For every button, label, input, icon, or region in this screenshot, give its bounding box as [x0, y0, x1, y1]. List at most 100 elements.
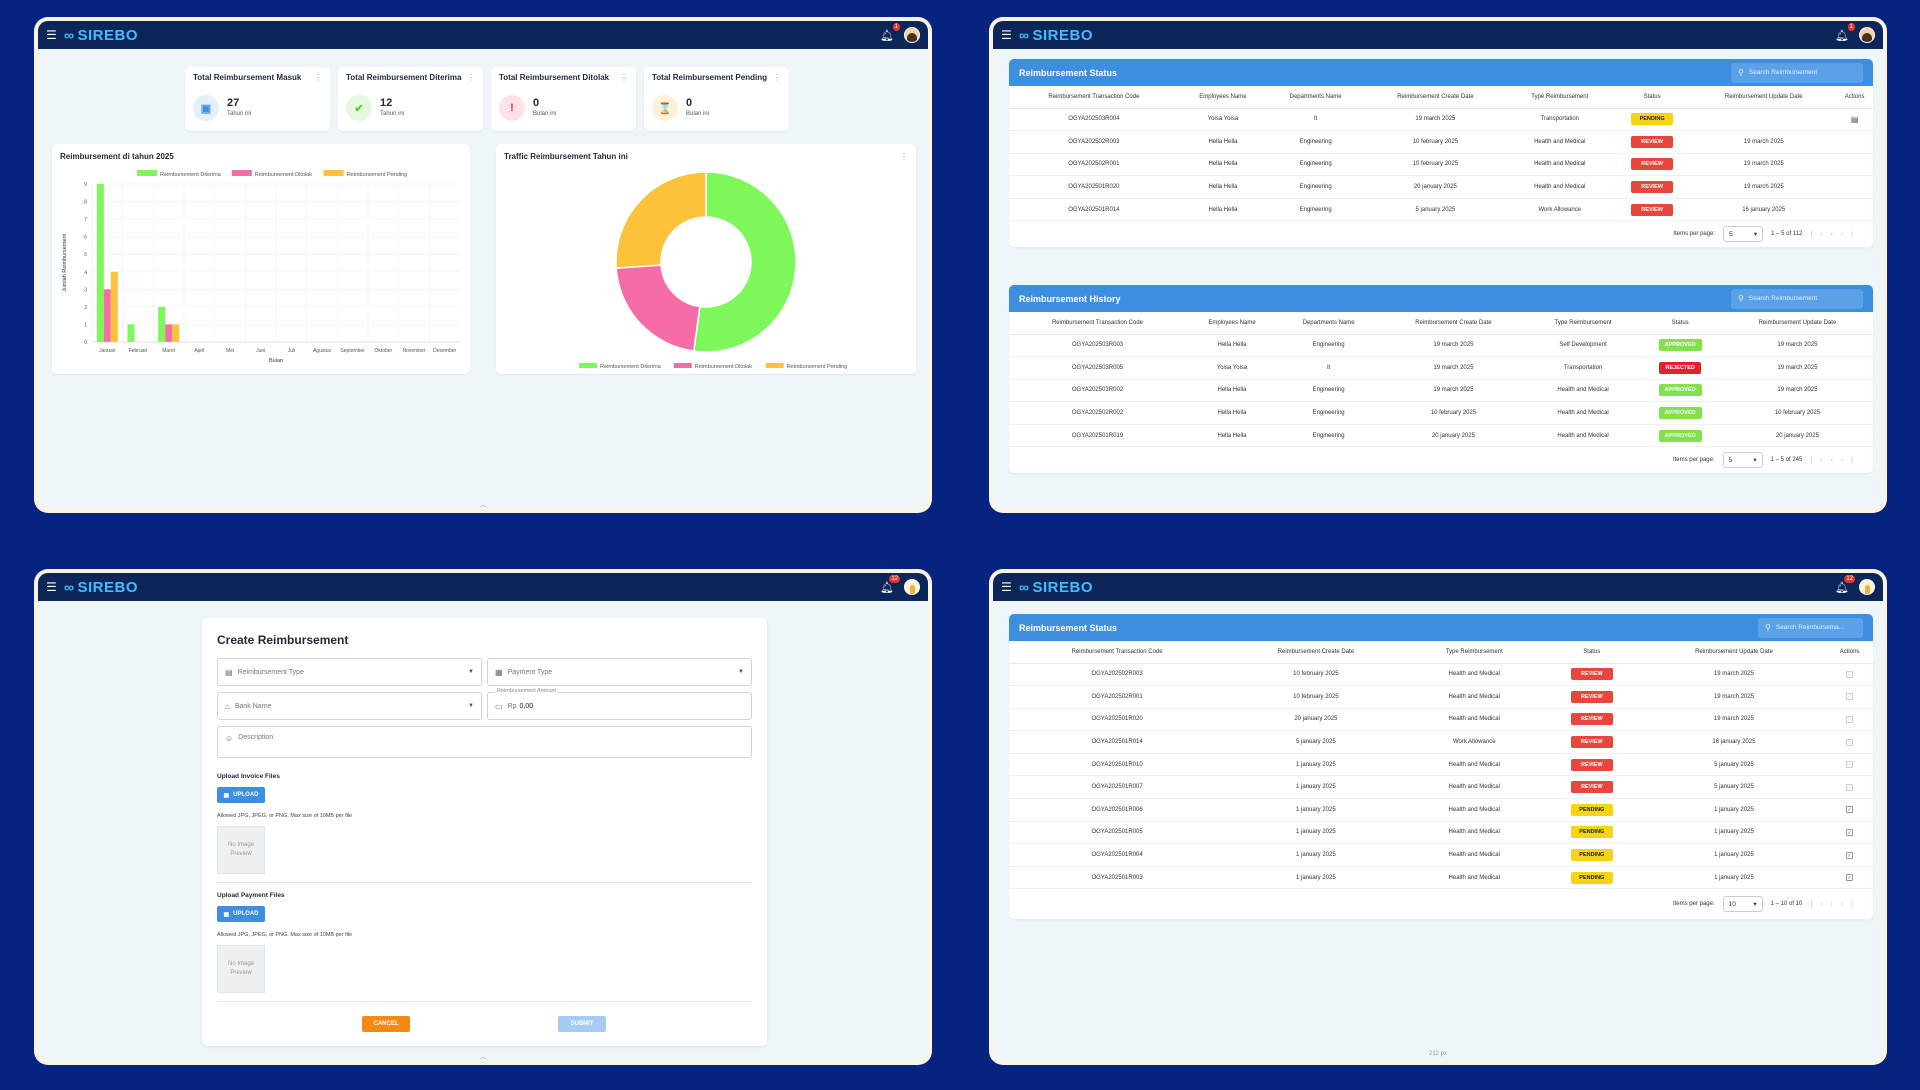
column-header[interactable]: Reimbursement Transaction Code — [1009, 641, 1226, 664]
edit-checkbox-icon[interactable]: ✓ — [1846, 851, 1854, 859]
bar[interactable] — [103, 289, 111, 342]
employee-search-input[interactable]: ⚲ Search Reimbursema... — [1758, 617, 1863, 638]
column-header[interactable]: Employees Name — [1178, 86, 1268, 109]
legend-swatch[interactable] — [579, 363, 597, 368]
bar[interactable] — [172, 324, 180, 342]
brand-logo[interactable]: ∞ SIREBO — [1019, 578, 1093, 596]
column-header[interactable]: Status — [1541, 641, 1642, 664]
table-row[interactable]: OGYA202501R005 1 january 2025 Health and M… — [1009, 821, 1873, 845]
edit-document-icon[interactable]: ▤ — [1850, 114, 1859, 124]
donut-slice[interactable] — [692, 171, 797, 353]
column-header[interactable]: Departments Name — [1278, 312, 1380, 335]
brand-logo[interactable]: ∞ SIREBO — [1019, 26, 1093, 44]
table-row[interactable]: OGYA202501R003 1 january 2025 Health and M… — [1009, 866, 1873, 890]
edit-checkbox-icon[interactable]: ✓ — [1846, 874, 1854, 882]
notification-bell-icon[interactable]: 🔔︎ 12 — [880, 574, 900, 594]
payment-type-select[interactable]: ▦ Payment Type ▼ — [487, 658, 752, 686]
legend-swatch[interactable] — [673, 363, 692, 368]
legend-label[interactable]: Reimbursement Ditolak — [695, 364, 752, 370]
user-avatar[interactable] — [1859, 27, 1875, 43]
column-header[interactable]: Status — [1638, 312, 1722, 335]
bar[interactable] — [165, 324, 173, 342]
donut-slice[interactable] — [615, 171, 707, 269]
table-row[interactable]: OGYA202501R020 20 january 2025 Health and … — [1009, 708, 1873, 732]
upload-payment-button[interactable]: ▣ UPLOAD — [217, 906, 265, 922]
submit-button[interactable]: SUBMIT — [558, 1016, 606, 1032]
pagination-nav[interactable]: |‹‹›| — [1810, 900, 1861, 908]
legend-label[interactable]: Reimbursement Ditolak — [255, 172, 312, 178]
kebab-menu-icon[interactable]: ⋮ — [773, 73, 781, 82]
kebab-menu-icon[interactable]: ⋮ — [900, 152, 908, 161]
bank-name-select[interactable]: ⌂ Bank Name ▼ — [217, 692, 482, 720]
scroll-handle-icon[interactable]: ︿ — [479, 503, 487, 509]
table-row[interactable]: OGYA202501R020 Hella Hella Engineering 20 j… — [1009, 175, 1873, 199]
menu-icon[interactable]: ☰ — [46, 580, 57, 594]
bar[interactable] — [110, 271, 118, 342]
table-row[interactable]: OGYA202503R004 Yoisa Yoisa It 19 march 2025… — [1009, 108, 1873, 132]
table-row[interactable]: OGYA202501R010 1 january 2025 Health and M… — [1009, 753, 1873, 777]
column-header[interactable]: Actions — [1836, 86, 1873, 109]
column-header[interactable]: Reimbursement Transaction Code — [1009, 312, 1186, 335]
bar[interactable] — [127, 324, 135, 342]
column-header[interactable]: Status — [1612, 86, 1692, 109]
notification-bell-icon[interactable]: 🔔︎ 1 — [1835, 22, 1855, 42]
kebab-menu-icon[interactable]: ⋮ — [314, 73, 322, 82]
table-row[interactable]: OGYA202503R002 Hella Hella Engineering 19 m… — [1009, 379, 1873, 403]
table-row[interactable]: OGYA202501R014 5 january 2025 Work Allowan… — [1009, 730, 1873, 754]
column-header[interactable]: Reimbursement Create Date — [1379, 312, 1528, 335]
column-header[interactable]: Reimbursement Update Date — [1691, 86, 1837, 109]
reimbursement-type-select[interactable]: ▤ Reimbursement Type ▼ — [217, 658, 482, 686]
column-header[interactable]: Reimbursement Create Date — [1364, 86, 1507, 109]
items-per-page-select[interactable]: 5 ▾ — [1723, 226, 1764, 243]
upload-invoice-button[interactable]: ▣ UPLOAD — [217, 787, 265, 803]
edit-checkbox-icon[interactable]: ✓ — [1846, 828, 1854, 836]
column-header[interactable]: Reimbursement Transaction Code — [1009, 86, 1179, 109]
column-header[interactable]: Employees Name — [1185, 312, 1279, 335]
column-header[interactable]: Type Reimbursement — [1527, 312, 1639, 335]
table-row[interactable]: OGYA202502R003 Hella Hella Engineering 10 f… — [1009, 130, 1873, 154]
pagination-nav[interactable]: |‹‹›| — [1810, 456, 1861, 464]
column-header[interactable]: Actions — [1826, 641, 1873, 664]
user-avatar[interactable] — [904, 579, 920, 595]
table-row[interactable]: OGYA202503R005 Yoisa Yoisa It 19 march 2025… — [1009, 356, 1873, 380]
column-header[interactable]: Type Reimbursement — [1506, 86, 1613, 109]
table-row[interactable]: OGYA202502R002 Hella Hella Engineering 10 f… — [1009, 401, 1873, 425]
items-per-page-select[interactable]: 10 ▾ — [1722, 896, 1763, 913]
donut-slice[interactable] — [615, 264, 701, 353]
table-row[interactable]: OGYA202501R006 1 january 2025 Health and M… — [1009, 798, 1873, 822]
legend-swatch[interactable] — [765, 363, 784, 368]
edit-checkbox-icon[interactable]: ✓ — [1846, 806, 1854, 814]
kebab-menu-icon[interactable]: ⋮ — [620, 73, 628, 82]
history-search-input[interactable]: ⚲ Search Reimbursement — [1731, 288, 1863, 309]
table-row[interactable]: OGYA202501R019 Hella Hella Engineering 20 j… — [1009, 424, 1873, 448]
menu-icon[interactable]: ☰ — [1001, 580, 1012, 594]
legend-swatch[interactable] — [231, 170, 252, 176]
user-avatar[interactable] — [904, 27, 920, 43]
notification-bell-icon[interactable]: 🔔︎ 1 — [880, 22, 900, 42]
table-row[interactable]: OGYA202502R001 10 february 2025 Health and… — [1009, 685, 1873, 709]
menu-icon[interactable]: ☰ — [46, 28, 57, 42]
bar[interactable] — [158, 306, 166, 342]
table-row[interactable]: OGYA202501R004 1 january 2025 Health and M… — [1009, 843, 1873, 867]
legend-label[interactable]: Reimbursement Pending — [347, 172, 408, 178]
brand-logo[interactable]: ∞ SIREBO — [64, 578, 138, 596]
status-search-input[interactable]: ⚲ Search Reimbursement — [1731, 62, 1863, 83]
notification-bell-icon[interactable]: 🔔︎ 12 — [1835, 574, 1855, 594]
table-row[interactable]: OGYA202501R007 1 january 2025 Health and M… — [1009, 775, 1873, 800]
legend-label[interactable]: Reimbursement Diterima — [600, 364, 662, 370]
table-row[interactable]: OGYA202503R003 Hella Hella Engineering 19 m… — [1009, 334, 1873, 358]
table-row[interactable]: OGYA202501R014 Hella Hella Engineering 5 ja… — [1009, 198, 1873, 222]
pagination-nav[interactable]: |‹‹›| — [1810, 230, 1861, 238]
column-header[interactable]: Reimbursement Update Date — [1641, 641, 1827, 664]
brand-logo[interactable]: ∞ SIREBO — [64, 26, 138, 44]
description-textarea[interactable]: ☺ Description — [217, 726, 752, 758]
column-header[interactable]: Type Reimbursement — [1406, 641, 1542, 664]
legend-label[interactable]: Reimbursement Pending — [787, 364, 848, 370]
column-header[interactable]: Departments Name — [1267, 86, 1365, 109]
column-header[interactable]: Reimbursement Update Date — [1721, 312, 1873, 335]
legend-swatch[interactable] — [323, 170, 344, 176]
bar[interactable] — [96, 184, 104, 342]
legend-swatch[interactable] — [137, 170, 157, 176]
reimbursement-amount-input[interactable]: Reimbursement Amount ▭ Rp 0,00 — [487, 688, 752, 720]
kebab-menu-icon[interactable]: ⋮ — [467, 73, 475, 82]
